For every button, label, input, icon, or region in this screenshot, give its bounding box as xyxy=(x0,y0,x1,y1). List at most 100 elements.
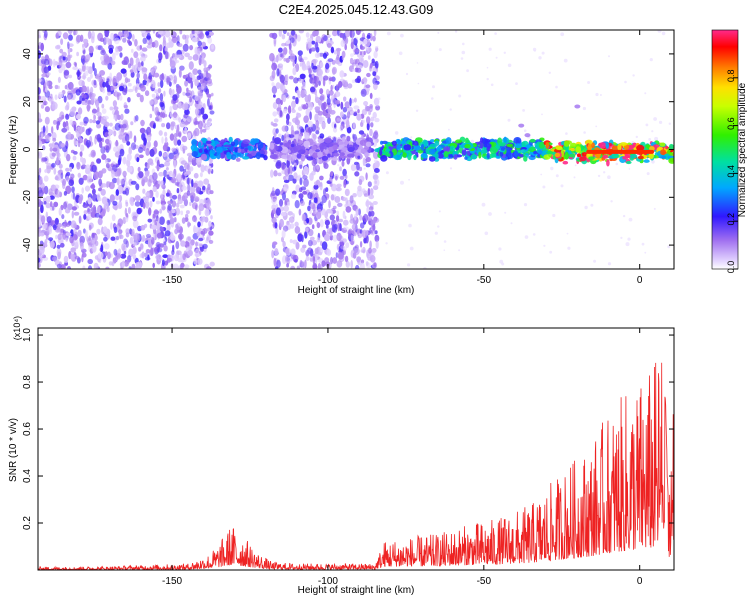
noise-speckle xyxy=(123,104,128,109)
noise-speckle xyxy=(38,187,43,194)
noise-speckle xyxy=(344,101,350,109)
noise-speckle xyxy=(208,105,212,110)
noise-speckle xyxy=(312,30,317,37)
noise-speckle xyxy=(271,32,278,40)
noise-speckle xyxy=(86,104,91,112)
noise-speckle xyxy=(273,208,276,214)
noise-speckle xyxy=(339,119,343,122)
noise-speckle xyxy=(303,56,308,61)
noise-speckle xyxy=(168,152,175,160)
noise-speckle xyxy=(361,229,368,239)
noise-speckle xyxy=(352,122,356,129)
noise-speckle xyxy=(314,215,319,224)
noise-speckle xyxy=(87,265,93,269)
noise-speckle xyxy=(359,229,363,234)
noise-speckle xyxy=(312,255,316,265)
noise-speckle xyxy=(150,247,154,257)
signal-blob xyxy=(317,138,325,143)
noise-speckle xyxy=(156,165,160,172)
noise-speckle xyxy=(184,127,188,135)
noise-speckle xyxy=(294,200,300,209)
noise-speckle xyxy=(353,48,360,53)
noise-speckle xyxy=(139,45,142,50)
noise-speckle xyxy=(366,122,370,131)
noise-speckle xyxy=(285,40,291,45)
noise-speckle xyxy=(651,130,654,133)
noise-speckle xyxy=(144,170,150,177)
noise-speckle xyxy=(375,240,379,249)
noise-speckle xyxy=(184,121,188,126)
noise-speckle xyxy=(332,30,338,37)
noise-speckle xyxy=(356,113,362,121)
noise-speckle xyxy=(46,216,52,224)
noise-speckle xyxy=(62,232,67,240)
noise-speckle xyxy=(317,263,321,269)
noise-speckle xyxy=(369,104,373,109)
noise-speckle xyxy=(351,223,358,231)
noise-speckle xyxy=(133,51,139,59)
signal-blob xyxy=(500,147,506,151)
noise-speckle xyxy=(101,153,107,160)
noise-speckle xyxy=(272,111,278,117)
noise-speckle xyxy=(59,48,64,54)
noise-speckle xyxy=(83,228,86,234)
noise-speckle xyxy=(136,72,140,79)
noise-speckle xyxy=(200,230,204,235)
noise-speckle xyxy=(92,151,96,157)
noise-speckle xyxy=(144,90,150,97)
noise-speckle xyxy=(130,121,134,126)
noise-speckle xyxy=(283,183,289,192)
noise-speckle xyxy=(155,190,159,198)
noise-speckle xyxy=(42,223,47,230)
noise-speckle xyxy=(134,201,141,207)
noise-speckle xyxy=(341,79,347,87)
noise-speckle xyxy=(57,76,61,83)
noise-speckle xyxy=(116,235,119,241)
signal-blob xyxy=(365,156,371,163)
signal-blob xyxy=(341,136,346,143)
noise-speckle xyxy=(344,44,348,51)
noise-speckle xyxy=(54,94,58,100)
noise-speckle xyxy=(332,257,338,264)
noise-speckle xyxy=(279,110,283,117)
x-tick-label: -150 xyxy=(162,275,182,286)
noise-speckle xyxy=(277,172,282,177)
noise-speckle xyxy=(192,203,195,208)
noise-speckle xyxy=(555,174,559,178)
noise-speckle xyxy=(305,256,310,261)
noise-speckle xyxy=(303,165,309,175)
noise-speckle xyxy=(171,200,177,208)
signal-blob xyxy=(228,136,233,143)
noise-speckle xyxy=(127,207,131,214)
heatmap-signal-band xyxy=(190,104,674,167)
signal-blob xyxy=(443,151,449,158)
noise-speckle xyxy=(494,32,497,35)
noise-speckle xyxy=(337,164,340,167)
noise-speckle xyxy=(152,262,155,269)
noise-speckle xyxy=(269,52,275,62)
noise-speckle xyxy=(321,121,326,130)
noise-speckle xyxy=(292,67,297,76)
noise-speckle xyxy=(287,166,291,175)
noise-speckle xyxy=(549,250,553,254)
noise-speckle xyxy=(172,263,179,269)
noise-speckle xyxy=(68,179,74,187)
noise-speckle xyxy=(207,37,213,44)
noise-speckle xyxy=(184,37,189,46)
noise-speckle xyxy=(369,254,376,263)
noise-speckle xyxy=(179,204,185,209)
noise-speckle xyxy=(158,52,163,61)
noise-speckle xyxy=(369,128,373,137)
noise-speckle xyxy=(288,216,295,224)
signal-blob xyxy=(562,160,569,165)
noise-speckle xyxy=(290,30,296,36)
noise-speckle xyxy=(194,95,199,102)
noise-speckle xyxy=(60,264,66,269)
snr-y-multiplier: (x10⁴) xyxy=(12,316,22,340)
noise-speckle xyxy=(532,233,536,236)
noise-speckle xyxy=(152,82,156,89)
noise-speckle xyxy=(91,108,98,114)
noise-speckle xyxy=(275,207,281,216)
signal-blob xyxy=(396,144,402,151)
noise-speckle xyxy=(186,152,193,157)
